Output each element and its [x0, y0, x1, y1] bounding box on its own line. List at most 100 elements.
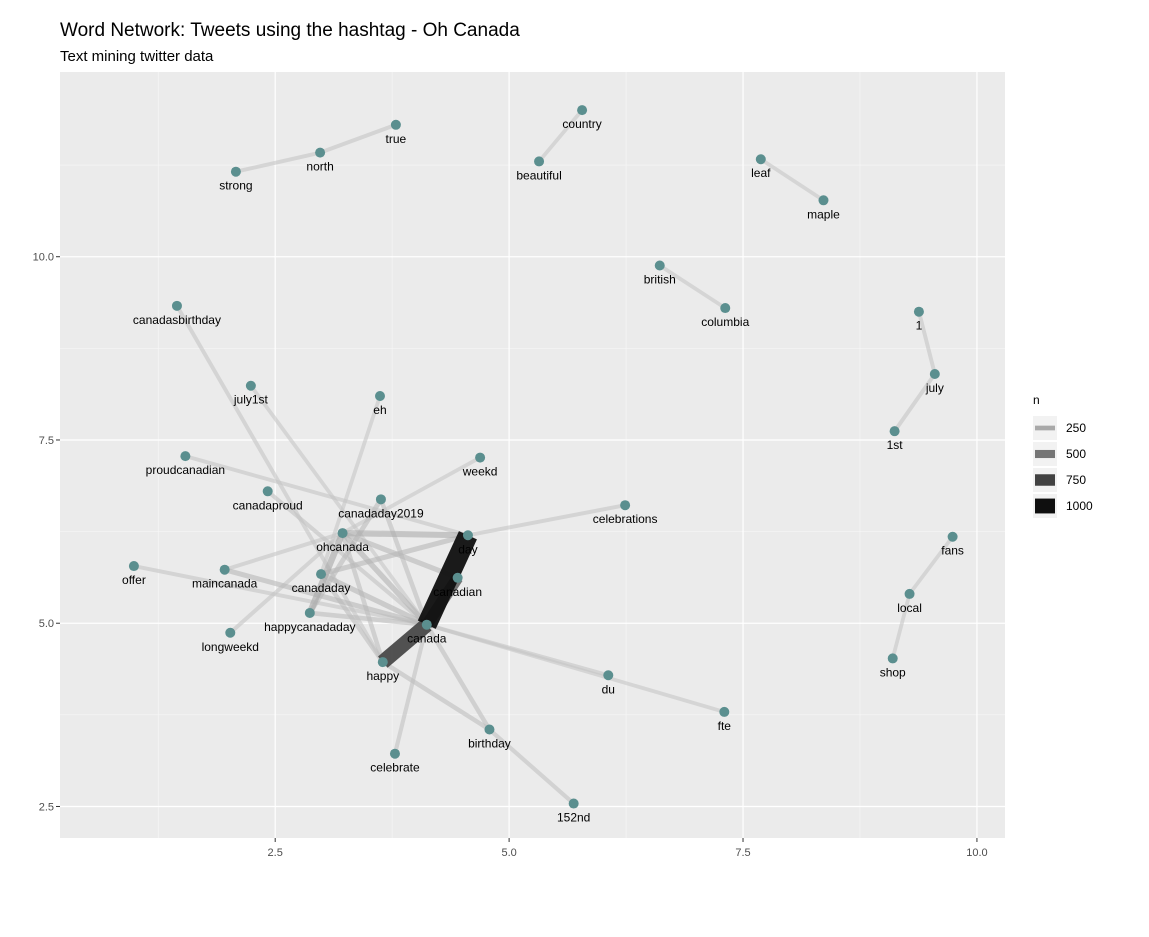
node-offer [128, 561, 139, 572]
edge-july-1st [892, 372, 937, 433]
plot-panel [60, 72, 1005, 838]
node-canadaday2019 [375, 494, 386, 505]
edge-day-celebrations [467, 503, 626, 538]
node-birthday [484, 724, 495, 735]
edge-maincanada-canada [224, 567, 428, 628]
node-label-happy: happy [366, 669, 399, 683]
legend-title: n [1033, 393, 1040, 407]
node-fans [947, 531, 958, 542]
node-label-152nd: 152nd [557, 811, 590, 825]
edge-north-true [319, 122, 397, 155]
edge-layer [133, 108, 955, 806]
node-leaf [755, 154, 766, 165]
node-label-1st: 1st [887, 438, 904, 452]
legend: n 250 500 750 1000 [1033, 393, 1093, 518]
node-label-birthday: birthday [468, 737, 511, 751]
node-label-weekd: weekd [462, 465, 498, 479]
node-label-1: 1 [916, 319, 923, 333]
edge-canadaday2019-canada [378, 498, 429, 626]
node-label-july: july [925, 381, 944, 395]
node-canadaproud [262, 486, 273, 497]
edge-fans-local [908, 535, 955, 596]
node-celebrations [620, 500, 631, 511]
node-label-local: local [897, 601, 922, 615]
node-beautiful [534, 156, 545, 167]
node-happy [377, 657, 388, 668]
node-happycanadaday [304, 607, 315, 618]
node-label-true: true [386, 132, 407, 146]
node-day [462, 530, 473, 541]
legend-label-500: 500 [1066, 447, 1086, 461]
chart-title: Word Network: Tweets using the hashtag -… [60, 20, 520, 41]
node-label-maincanada: maincanada [192, 577, 258, 591]
legend-key-500 [1035, 449, 1055, 459]
edge-ohcanada-happy [340, 532, 385, 663]
legend-key-1000 [1035, 498, 1055, 514]
node-label-north: north [306, 160, 333, 174]
node-labels: strong north true country beautiful leaf maple… [122, 117, 964, 824]
node-label-fans: fans [941, 544, 964, 558]
y-tick-label: 5.0 [39, 618, 54, 630]
node-label-july1st: july1st [233, 393, 269, 407]
node-du [603, 670, 614, 681]
grid-lines [60, 72, 1005, 838]
node-label-canadaproud: canadaproud [233, 498, 303, 512]
edge-day-canadaday [320, 532, 469, 577]
node-proudcanadian [180, 451, 191, 462]
chart-subtitle: Text mining twitter data [60, 48, 214, 65]
node-label-celebrations: celebrations [593, 512, 658, 526]
edge-happycanadaday-canada [309, 610, 428, 628]
node-fte [719, 706, 730, 717]
edge-happy-birthday [381, 660, 491, 732]
edge-offer-canada [133, 564, 428, 627]
node-maple [818, 195, 829, 206]
node-label-canada: canada [407, 632, 447, 646]
node-label-columbia: columbia [701, 315, 749, 329]
edge-ohcanada-day [342, 530, 468, 539]
edge-leaf-maple [759, 157, 825, 202]
edge-ohcanada-canada [340, 531, 429, 627]
axes: 2.5 5.0 7.5 10.0 2.5 5.0 7.5 10.0 [33, 252, 988, 859]
node-1st [889, 426, 900, 437]
node-label-beautiful: beautiful [516, 168, 561, 182]
legend-key-250 [1035, 425, 1055, 431]
edge-canadaproud-canada [266, 489, 429, 627]
node-july1st [245, 380, 256, 391]
edge-local-shop [890, 593, 912, 659]
node-canadasbirthday [171, 300, 182, 311]
node-1 [913, 306, 924, 317]
node-label-canadaday2019: canadaday2019 [338, 506, 424, 520]
node-columbia [720, 303, 731, 314]
node-label-eh: eh [373, 403, 386, 417]
node-canadaday [316, 569, 327, 580]
node-label-strong: strong [219, 179, 252, 193]
node-label-maple: maple [807, 207, 840, 221]
edge-canada-celebrate [392, 624, 429, 755]
legend-label-1000: 1000 [1066, 499, 1093, 513]
node-maincanada [219, 564, 230, 575]
node-weekd [475, 452, 486, 463]
edge-canada-birthday [424, 623, 492, 731]
node-label-country: country [562, 117, 601, 131]
node-ohcanada [337, 528, 348, 539]
x-tick-label: 5.0 [501, 847, 516, 859]
y-tick-label: 7.5 [39, 435, 54, 447]
edge-canadaday-canada [319, 571, 428, 628]
node-strong [230, 166, 241, 177]
edge-british-columbia [658, 263, 727, 310]
edge-canada-du [426, 622, 609, 678]
node-label-ohcanada: ohcanada [316, 540, 369, 554]
node-label-shop: shop [880, 665, 906, 679]
edge-strong-north [235, 150, 321, 174]
node-label-leaf: leaf [751, 166, 771, 180]
edge-proudcanadian-day [184, 454, 469, 538]
node-eh [374, 390, 385, 401]
edge-beautiful-country [537, 108, 584, 163]
edge-canada-happy [378, 619, 432, 668]
x-tick-label: 2.5 [268, 847, 283, 859]
legend-label-750: 750 [1066, 473, 1086, 487]
node-label-canadaday: canadaday [292, 581, 351, 595]
node-label-du: du [602, 682, 615, 696]
node-152nd [568, 798, 579, 809]
